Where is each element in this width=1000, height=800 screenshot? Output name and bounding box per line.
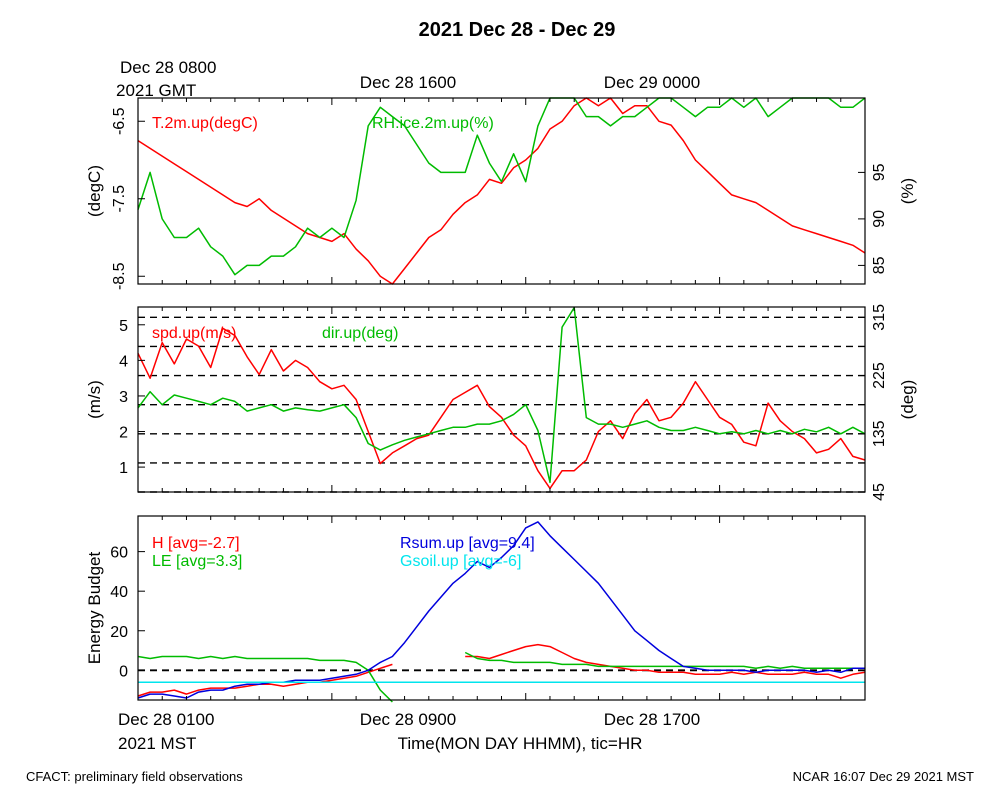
panel-temperature-humidity-ytick-label-right-2: 95 xyxy=(871,163,888,181)
panel-energy-budget-series-2 xyxy=(137,521,865,699)
panel-temperature-humidity: T.2m.up(degC) RH.ice.2m.up(%) -6.5 -7.5 -8.5… xyxy=(85,97,917,290)
panel-energy-budget-ytick-label-left-2: 40 xyxy=(110,584,128,601)
top-axis-date-line2: 2021 GMT xyxy=(116,81,196,100)
bottom-axis-tick-label-2: Dec 28 1700 xyxy=(604,710,700,729)
panel-energy-budget-legend-0: H [avg=-2.7] xyxy=(152,535,240,552)
panel-wind-legend-1: dir.up(deg) xyxy=(322,325,399,342)
footer-right: NCAR 16:07 Dec 29 2021 MST xyxy=(793,769,974,784)
footer-left: CFACT: preliminary field observations xyxy=(26,769,243,784)
panel-energy-budget-legend-1: LE [avg=3.3] xyxy=(152,553,242,570)
panel-wind-ytick-label-left-1: 2 xyxy=(119,425,128,442)
panel-wind-ytick-label-right-1: 135 xyxy=(871,420,888,447)
panel-wind-ytick-label-left-2: 3 xyxy=(119,389,128,406)
panel-wind-frame xyxy=(137,306,866,493)
bottom-axis-date-line1: Dec 28 0100 xyxy=(118,710,214,729)
x-axis-label: Time(MON DAY HHMM), tic=HR xyxy=(398,734,643,753)
panel-energy-budget-legend-2: Rsum.up [avg=9.4] xyxy=(400,535,535,552)
top-axis-date-line1: Dec 28 0800 xyxy=(120,58,216,77)
panel-temperature-humidity-ytick-label-right-1: 90 xyxy=(871,210,888,228)
panel-temperature-humidity-series-0 xyxy=(137,97,866,285)
panel-wind-ylabel-right: (deg) xyxy=(898,380,917,420)
panel-temperature-humidity-ytick-label-left-0: -6.5 xyxy=(111,107,128,135)
panel-temperature-humidity-ytick-label-left-2: -8.5 xyxy=(111,262,128,290)
panel-energy-budget: H [avg=-2.7]LE [avg=3.3] Rsum.up [avg=9.4… xyxy=(85,515,866,703)
bottom-axis-tick-label-1: Dec 28 0900 xyxy=(360,710,456,729)
panel-wind-ytick-label-right-2: 225 xyxy=(871,362,888,389)
chart-title: 2021 Dec 28 - Dec 29 xyxy=(419,19,616,41)
panel-wind-legend-0: spd.up(m/s) xyxy=(152,325,236,342)
panel-temperature-humidity-ylabel-right: (%) xyxy=(898,178,917,204)
panel-energy-budget-ylabel-left: Energy Budget xyxy=(85,551,104,664)
panel-wind-ytick-label-left-0: 1 xyxy=(119,460,128,477)
bottom-axis-date-line2: 2021 MST xyxy=(118,734,196,753)
panel-temperature-humidity-ytick-label-right-0: 85 xyxy=(871,256,888,274)
top-axis-tick-label-1: Dec 28 1600 xyxy=(360,73,456,92)
panel-wind-ytick-label-right-0: 45 xyxy=(871,483,888,501)
panel-wind-series-1 xyxy=(137,306,866,484)
panel-energy-budget-legend-3: Gsoil.up [avg=-6] xyxy=(400,553,521,570)
panel-wind-ytick-label-right-3: 315 xyxy=(871,304,888,331)
panel-wind-ytick-label-left-4: 5 xyxy=(119,318,128,335)
top-axis-tick-label-2: Dec 29 0000 xyxy=(604,73,700,92)
panel-energy-budget-ytick-label-left-0: 0 xyxy=(119,663,128,680)
panel-energy-budget-series-1 xyxy=(137,651,865,703)
panel-temperature-humidity-series-1 xyxy=(137,97,866,276)
panel-energy-budget-ytick-label-left-3: 60 xyxy=(110,545,128,562)
panel-energy-budget-ytick-label-left-1: 20 xyxy=(110,624,128,641)
panel-temperature-humidity-legend-1: RH.ice.2m.up(%) xyxy=(372,115,494,132)
panel-wind-ylabel-left: (m/s) xyxy=(85,380,104,419)
panel-wind-series-0 xyxy=(137,327,866,490)
panel-temperature-humidity-legend-0: T.2m.up(degC) xyxy=(152,115,258,132)
panel-energy-budget-series-0 xyxy=(137,643,866,697)
panel-wind: spd.up(m/s) dir.up(deg)12345(m/s)45135225… xyxy=(85,304,917,501)
panel-wind-ytick-label-left-3: 4 xyxy=(119,353,128,370)
panel-temperature-humidity-ytick-label-left-1: -7.5 xyxy=(111,185,128,213)
panel-temperature-humidity-ylabel-left: (degC) xyxy=(85,165,104,217)
